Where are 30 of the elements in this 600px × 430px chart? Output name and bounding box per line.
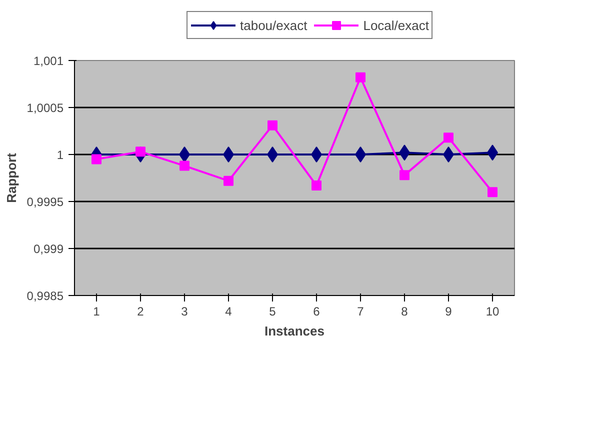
- legend-label: Local/exact: [363, 18, 429, 32]
- x-tick-label: 1: [93, 304, 100, 318]
- x-tick-label: 2: [137, 304, 144, 318]
- y-axis-title: Rapport: [4, 152, 19, 203]
- x-tick-label: 7: [357, 304, 364, 318]
- point: [180, 160, 190, 171]
- point: [356, 72, 366, 82]
- point: [488, 187, 498, 198]
- x-tick-label: 6: [313, 304, 320, 318]
- y-tick-label: 0,999: [33, 242, 64, 256]
- point: [224, 176, 234, 186]
- y-tick-label: 1,0005: [26, 101, 64, 115]
- x-tick-label: 3: [181, 304, 188, 318]
- legend-label: tabou/exact: [240, 18, 308, 32]
- point: [312, 180, 322, 191]
- y-tick-label: 1: [56, 148, 64, 162]
- point: [444, 132, 454, 143]
- x-tick-label: 4: [225, 304, 232, 318]
- x-tick-label: 10: [486, 304, 500, 318]
- y-tick-label: 1,001: [33, 54, 64, 68]
- point: [400, 170, 410, 180]
- y-tick-label: 0,9985: [26, 289, 64, 303]
- point: [268, 120, 278, 130]
- x-tick-label: 8: [401, 304, 408, 318]
- point: [92, 154, 102, 164]
- point: [136, 146, 146, 157]
- x-axis-title: Instances: [264, 324, 324, 338]
- x-tick-label: 9: [445, 304, 452, 318]
- x-tick-label: 5: [269, 304, 276, 318]
- y-tick-label: 0,9995: [26, 195, 64, 209]
